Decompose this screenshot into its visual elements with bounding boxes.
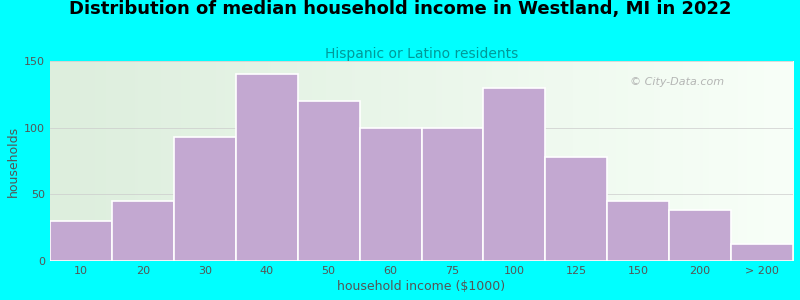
Bar: [359, 128, 422, 261]
Text: © City-Data.com: © City-Data.com: [630, 77, 724, 87]
Bar: [298, 101, 359, 261]
Bar: [236, 74, 298, 261]
Bar: [731, 244, 793, 261]
Y-axis label: households: households: [7, 125, 20, 196]
X-axis label: household income ($1000): household income ($1000): [338, 280, 506, 293]
Bar: [174, 137, 236, 261]
Bar: [50, 221, 112, 261]
Text: Distribution of median household income in Westland, MI in 2022: Distribution of median household income …: [69, 0, 731, 18]
Bar: [422, 128, 483, 261]
Bar: [112, 201, 174, 261]
Bar: [670, 210, 731, 261]
Bar: [483, 88, 546, 261]
Title: Hispanic or Latino residents: Hispanic or Latino residents: [325, 47, 518, 61]
Bar: [607, 201, 670, 261]
Bar: [546, 157, 607, 261]
